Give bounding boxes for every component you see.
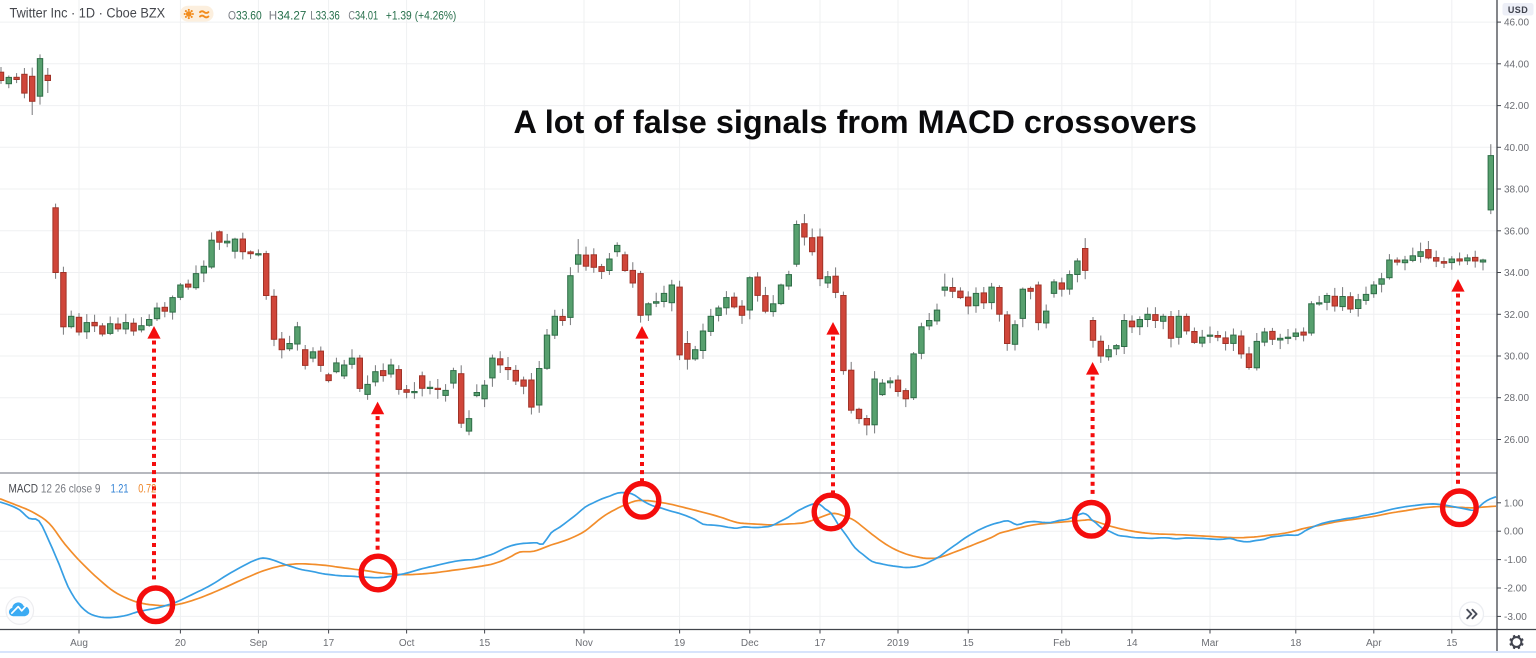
svg-text:46.00: 46.00 (1504, 18, 1529, 29)
svg-text:40.00: 40.00 (1504, 143, 1529, 154)
svg-text:Mar: Mar (1201, 638, 1219, 649)
svg-text:Dec: Dec (741, 638, 759, 649)
svg-text:A lot of false signals from MA: A lot of false signals from MACD crossov… (514, 104, 1197, 140)
svg-text:USD: USD (1508, 5, 1528, 15)
svg-text:Oct: Oct (399, 638, 415, 649)
svg-text:42.00: 42.00 (1504, 101, 1529, 112)
svg-text:17: 17 (814, 638, 826, 649)
svg-text:36.00: 36.00 (1504, 226, 1529, 237)
svg-text:30.00: 30.00 (1504, 352, 1529, 363)
svg-text:Sep: Sep (250, 638, 268, 649)
svg-text:38.00: 38.00 (1504, 185, 1529, 196)
svg-text:18: 18 (1290, 638, 1302, 649)
svg-text:1.00: 1.00 (1504, 498, 1524, 509)
svg-text:O33.60: O33.60 (228, 8, 262, 22)
svg-text:2019: 2019 (887, 638, 910, 649)
svg-text:+1.39: +1.39 (386, 8, 412, 22)
svg-text:-3.00: -3.00 (1504, 612, 1527, 623)
svg-text:17: 17 (323, 638, 335, 649)
svg-text:1.21: 1.21 (111, 482, 129, 496)
svg-text:15: 15 (963, 638, 975, 649)
svg-text:15: 15 (479, 638, 491, 649)
svg-text:H34.27: H34.27 (269, 8, 307, 22)
svg-text:L33.36: L33.36 (310, 8, 340, 22)
svg-text:Feb: Feb (1053, 638, 1071, 649)
svg-text:34.00: 34.00 (1504, 268, 1529, 279)
svg-text:-2.00: -2.00 (1504, 584, 1527, 595)
svg-text:Aug: Aug (70, 638, 88, 649)
svg-text:28.00: 28.00 (1504, 393, 1529, 404)
svg-text:20: 20 (175, 638, 187, 649)
svg-text:Nov: Nov (575, 638, 593, 649)
svg-text:14: 14 (1126, 638, 1138, 649)
svg-text:15: 15 (1446, 638, 1458, 649)
svg-text:32.00: 32.00 (1504, 310, 1529, 321)
svg-text:C34.01: C34.01 (348, 8, 378, 22)
svg-text:19: 19 (674, 638, 686, 649)
svg-text:Twitter Inc · 1D · Cboe BZX: Twitter Inc · 1D · Cboe BZX (10, 5, 166, 20)
svg-text:-1.00: -1.00 (1504, 555, 1527, 566)
svg-text:0.00: 0.00 (1504, 527, 1524, 538)
svg-text:0.72: 0.72 (138, 482, 156, 496)
svg-text:MACD 12 26 close 9: MACD 12 26 close 9 (9, 482, 101, 496)
svg-text:Apr: Apr (1366, 638, 1382, 649)
svg-text:(+4.26%): (+4.26%) (415, 8, 457, 22)
svg-text:44.00: 44.00 (1504, 59, 1529, 70)
svg-text:26.00: 26.00 (1504, 435, 1529, 446)
